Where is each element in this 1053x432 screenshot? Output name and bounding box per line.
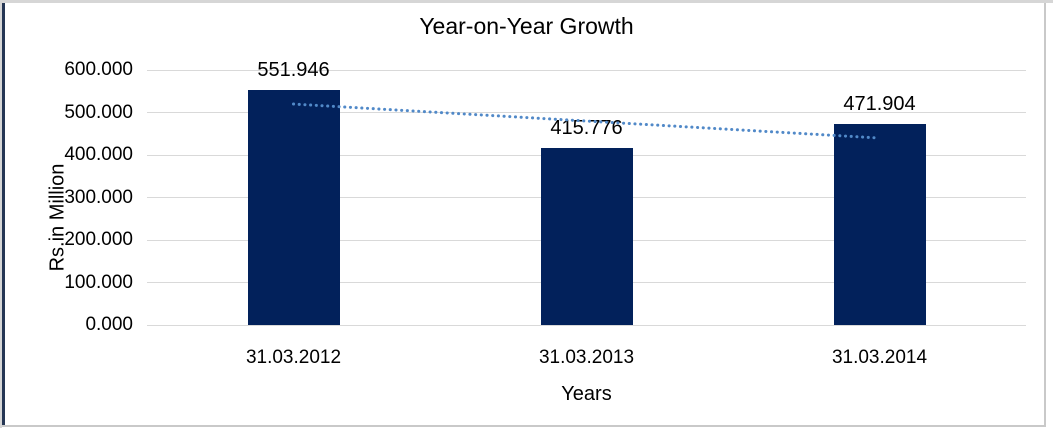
frame-bottom-line [2, 425, 1046, 427]
gridline [147, 69, 1026, 71]
y-tick-label: 500.000 [64, 101, 133, 123]
bar-value-label: 471.904 [843, 93, 916, 116]
y-tick-label: 600.000 [64, 59, 133, 80]
x-tick-label: 31.03.2014 [831, 347, 928, 368]
frame-top-line [0, 0, 1053, 3]
bar-31.03.2013 [540, 148, 633, 325]
y-tick-label: 300.000 [64, 186, 133, 208]
frame-left-navy-line [2, 3, 5, 426]
y-tick-label: 0.000 [85, 314, 133, 335]
frame-right-line [1044, 3, 1046, 427]
bar-value-label: 415.776 [550, 117, 623, 140]
y-tick-label: 400.000 [64, 144, 133, 165]
x-tick-label: 31.03.2012 [245, 347, 342, 368]
x-tick-label: 31.03.2013 [538, 347, 635, 368]
x-axis-title: Years [561, 383, 612, 405]
gridline [147, 324, 1026, 326]
y-tick-label: 200.000 [64, 229, 133, 250]
chart-title: Year-on-Year Growth [419, 13, 634, 39]
bar-31.03.2012 [247, 90, 340, 325]
bar-31.03.2014 [833, 124, 926, 325]
y-axis-title: Rs.in Million [46, 163, 69, 272]
frame-left-outer-line [0, 0, 2, 428]
bar-value-label: 551.946 [257, 59, 330, 82]
y-tick-label: 100.000 [64, 271, 133, 293]
